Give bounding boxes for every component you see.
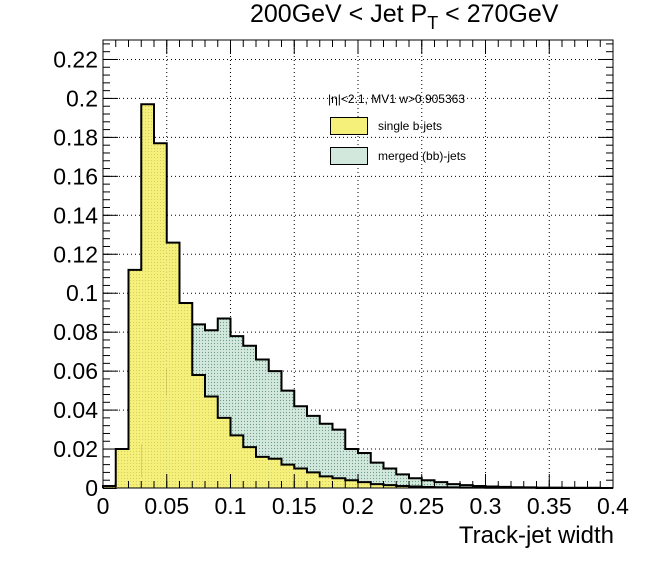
legend-swatch-merged-bb-jets <box>330 147 368 165</box>
y-tick-label: 0.06 <box>53 358 98 384</box>
chart-title-subscript: T <box>427 13 439 33</box>
x-tick-label: 0.1 <box>215 493 247 519</box>
x-axis-label: Track-jet width <box>458 522 614 549</box>
legend-label-single-b-jets: single b-jets <box>378 119 443 133</box>
histogram-bin <box>230 435 244 488</box>
histogram-bin <box>345 480 358 488</box>
x-tick-label: 0.4 <box>597 493 629 519</box>
y-tick-label: 0.1 <box>66 280 98 306</box>
histogram-bin <box>243 447 256 488</box>
histogram-bin <box>409 478 422 488</box>
series-layer <box>102 103 613 489</box>
series-single-b-jets <box>102 103 613 489</box>
histogram-bin <box>307 415 320 488</box>
legend-swatch-single-b-jets <box>330 117 368 135</box>
y-tick-label: 0.12 <box>53 241 98 267</box>
legend-header: |η|<2.1, MV1 w>0.905363 <box>328 92 465 106</box>
histogram-bin <box>358 482 371 488</box>
x-tick-label: 0.3 <box>470 493 502 519</box>
histogram-bin <box>383 485 397 488</box>
histogram-bin <box>205 396 218 488</box>
tick-labels: 0 0.05 0.1 0.15 0.2 0.25 0.3 0.35 0.4 0 0.02 0.04 0.… <box>53 46 629 519</box>
x-tick-label: 0 <box>97 493 110 519</box>
x-tick-label: 0.15 <box>272 493 317 519</box>
legend-item-single-b-jets: single b-jets <box>330 117 442 135</box>
histogram-bin <box>319 423 333 488</box>
histogram-bin <box>307 472 320 488</box>
histogram-bin <box>345 449 358 488</box>
histogram-bin <box>166 242 180 488</box>
chart-title-suffix: < 270GeV <box>438 0 559 28</box>
histogram-bin <box>332 478 346 488</box>
legend-label-merged-bb-jets: merged (bb)-jets <box>378 149 467 163</box>
histogram-bin <box>256 456 269 488</box>
y-tick-label: 0.18 <box>53 124 98 150</box>
histogram-bin <box>332 429 346 488</box>
histogram-bin <box>319 476 333 488</box>
legend-item-merged-bb-jets: merged (bb)-jets <box>330 147 466 165</box>
y-tick-label: 0.22 <box>53 46 98 72</box>
histogram-bin <box>192 375 205 488</box>
histogram-bin <box>281 464 295 488</box>
histogram-bin <box>370 462 384 488</box>
y-tick-label: 0.16 <box>53 163 98 189</box>
axis-ticks <box>102 40 614 489</box>
x-tick-label: 0.25 <box>399 493 444 519</box>
histogram-bin <box>154 143 167 488</box>
y-tick-label: 0 <box>85 475 98 501</box>
histogram-bin <box>217 417 231 488</box>
y-tick-label: 0.04 <box>53 397 98 423</box>
y-tick-label: 0.2 <box>66 85 98 111</box>
x-tick-label: 0.05 <box>144 493 189 519</box>
histogram-bin <box>383 468 397 488</box>
histogram-bin <box>358 452 371 488</box>
histogram-bin <box>434 482 448 488</box>
chart-title: 200GeV < Jet PT < 270GeV <box>250 0 559 33</box>
y-tick-label: 0.14 <box>53 202 98 228</box>
histogram-bin <box>447 484 460 488</box>
histogram-bin <box>179 302 193 488</box>
histogram-bin <box>128 269 142 488</box>
x-tick-label: 0.2 <box>342 493 374 519</box>
histogram-bin <box>396 474 409 488</box>
y-tick-label: 0.08 <box>53 319 98 345</box>
y-tick-label: 0.02 <box>53 436 98 462</box>
histogram-bin <box>268 458 282 488</box>
histogram-bin <box>115 449 129 488</box>
histogram-bin <box>370 484 384 488</box>
histogram-bin <box>460 485 473 488</box>
histogram-bin <box>141 104 154 488</box>
histogram-bin <box>421 480 435 488</box>
x-tick-label: 0.35 <box>527 493 572 519</box>
histogram-bin <box>294 468 307 488</box>
